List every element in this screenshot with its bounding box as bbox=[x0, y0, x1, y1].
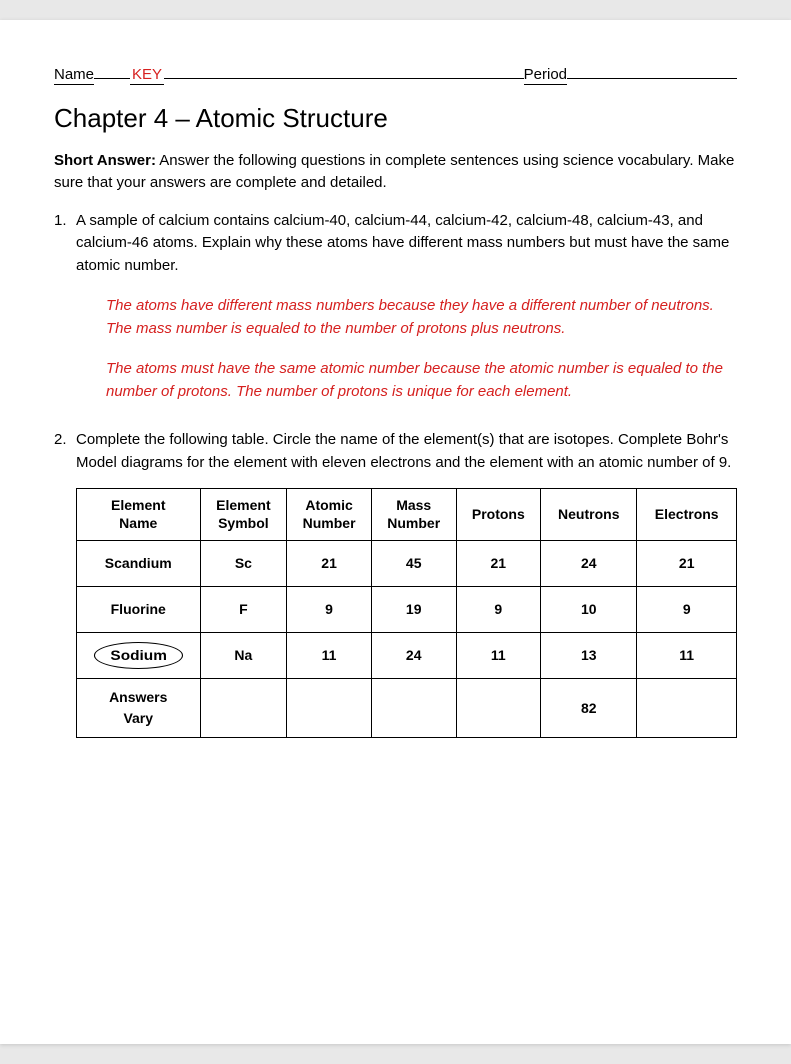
name-blank-before-key bbox=[94, 64, 130, 79]
cell-electrons: 11 bbox=[637, 633, 737, 679]
question-2: Complete the following table. Circle the… bbox=[54, 429, 737, 738]
table-header-row: ElementName ElementSymbol AtomicNumber M… bbox=[77, 489, 737, 541]
question-1-answer-1: The atoms have different mass numbers be… bbox=[106, 295, 737, 340]
cell-element-name: Fluorine bbox=[77, 587, 201, 633]
period-label: Period bbox=[524, 66, 567, 85]
cell-electrons bbox=[637, 679, 737, 738]
cell-mass: 45 bbox=[371, 541, 456, 587]
short-answer-text: Answer the following questions in comple… bbox=[54, 152, 734, 191]
cell-electrons: 9 bbox=[637, 587, 737, 633]
worksheet-page: Name KEY Period Chapter 4 – Atomic Struc… bbox=[0, 20, 791, 1044]
cell-neutrons: 10 bbox=[541, 587, 637, 633]
table-row: AnswersVary 82 bbox=[77, 679, 737, 738]
cell-symbol bbox=[200, 679, 287, 738]
table-row: ScandiumSc2145212421 bbox=[77, 541, 737, 587]
circled-element: Sodium bbox=[94, 642, 183, 669]
cell-protons: 11 bbox=[456, 633, 541, 679]
col-neutrons: Neutrons bbox=[541, 489, 637, 541]
cell-symbol: F bbox=[200, 587, 287, 633]
question-1-answer-2: The atoms must have the same atomic numb… bbox=[106, 358, 737, 403]
cell-mass: 19 bbox=[371, 587, 456, 633]
col-protons: Protons bbox=[456, 489, 541, 541]
cell-element-name: AnswersVary bbox=[77, 679, 201, 738]
question-1: A sample of calcium contains calcium-40,… bbox=[54, 210, 737, 404]
cell-symbol: Sc bbox=[200, 541, 287, 587]
question-list: A sample of calcium contains calcium-40,… bbox=[54, 210, 737, 739]
col-element-symbol: ElementSymbol bbox=[200, 489, 287, 541]
cell-protons: 21 bbox=[456, 541, 541, 587]
name-blank-after-key bbox=[164, 64, 524, 79]
table-row: SodiumNa1124111311 bbox=[77, 633, 737, 679]
col-electrons: Electrons bbox=[637, 489, 737, 541]
short-answer-instructions: Short Answer: Answer the following quest… bbox=[54, 150, 737, 194]
name-label: Name bbox=[54, 66, 94, 85]
cell-protons bbox=[456, 679, 541, 738]
cell-mass: 24 bbox=[371, 633, 456, 679]
question-2-text: Complete the following table. Circle the… bbox=[76, 431, 731, 471]
col-element-name: ElementName bbox=[77, 489, 201, 541]
cell-mass bbox=[371, 679, 456, 738]
cell-atomic: 21 bbox=[287, 541, 372, 587]
header-line: Name KEY Period bbox=[54, 64, 737, 85]
cell-protons: 9 bbox=[456, 587, 541, 633]
cell-atomic: 11 bbox=[287, 633, 372, 679]
cell-element-name: Scandium bbox=[77, 541, 201, 587]
period-blank bbox=[567, 64, 737, 79]
col-atomic-number: AtomicNumber bbox=[287, 489, 372, 541]
short-answer-label: Short Answer: bbox=[54, 152, 156, 169]
col-mass-number: MassNumber bbox=[371, 489, 456, 541]
chapter-title: Chapter 4 – Atomic Structure bbox=[54, 103, 737, 134]
question-1-text: A sample of calcium contains calcium-40,… bbox=[76, 212, 729, 274]
cell-element-name: Sodium bbox=[77, 633, 201, 679]
cell-electrons: 21 bbox=[637, 541, 737, 587]
cell-atomic: 9 bbox=[287, 587, 372, 633]
answer-key-text: KEY bbox=[130, 66, 164, 85]
table-row: FluorineF9199109 bbox=[77, 587, 737, 633]
cell-neutrons: 82 bbox=[541, 679, 637, 738]
cell-neutrons: 24 bbox=[541, 541, 637, 587]
table-body: ScandiumSc2145212421FluorineF9199109Sodi… bbox=[77, 541, 737, 738]
cell-symbol: Na bbox=[200, 633, 287, 679]
elements-table: ElementName ElementSymbol AtomicNumber M… bbox=[76, 488, 737, 738]
cell-neutrons: 13 bbox=[541, 633, 637, 679]
cell-atomic bbox=[287, 679, 372, 738]
